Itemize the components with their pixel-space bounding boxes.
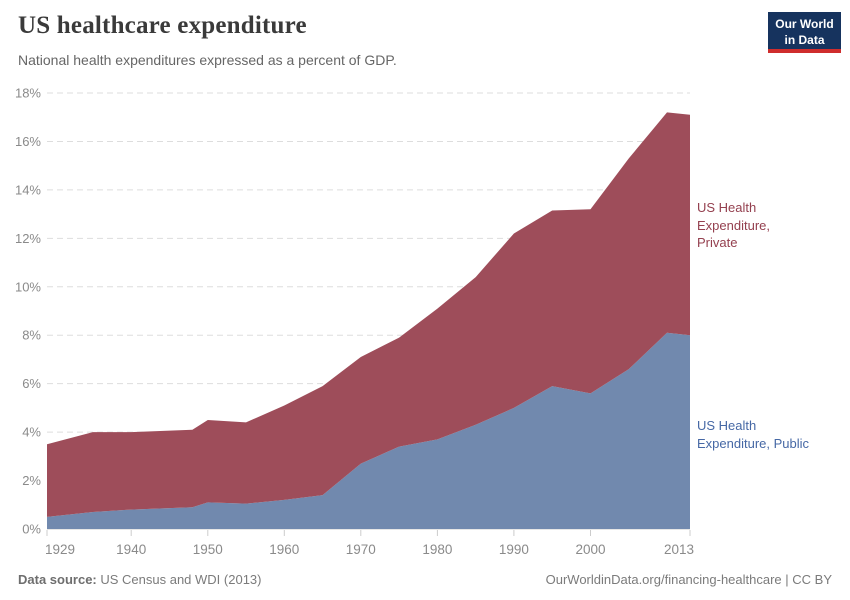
y-tick-label: 0%: [22, 522, 41, 537]
owid-logo-line2: in Data: [784, 32, 825, 47]
chart-subtitle: National health expenditures expressed a…: [18, 52, 397, 68]
chart-footer: Data source: US Census and WDI (2013) Ou…: [18, 572, 832, 587]
page-title: US healthcare expenditure: [18, 12, 307, 39]
y-tick-label: 8%: [22, 328, 41, 343]
x-tick-label: 2000: [575, 542, 605, 557]
data-source-label: Data source:: [18, 572, 97, 587]
area-series-private[interactable]: [47, 112, 690, 517]
x-tick-label: 1929: [45, 542, 75, 557]
x-tick-label: 1980: [422, 542, 452, 557]
x-tick-label: 1950: [193, 542, 223, 557]
license-link[interactable]: OurWorldinData.org/financing-healthcare …: [545, 572, 832, 587]
y-tick-label: 16%: [15, 134, 41, 149]
x-tick-label: 1990: [499, 542, 529, 557]
y-tick-label: 18%: [15, 86, 41, 101]
y-tick-label: 10%: [15, 279, 41, 294]
data-source-note: Data source: US Census and WDI (2013): [18, 572, 261, 587]
y-tick-label: 6%: [22, 376, 41, 391]
x-tick-label: 1960: [269, 542, 299, 557]
series-label-private: US Health Expenditure, Private: [697, 200, 770, 251]
owid-logo-line1: Our World: [775, 17, 834, 31]
x-tick-label: 1940: [116, 542, 146, 557]
x-tick-label: 1970: [346, 542, 376, 557]
y-tick-label: 12%: [15, 231, 41, 246]
data-source-value: US Census and WDI (2013): [96, 572, 262, 587]
x-tick-label: 2013: [664, 542, 694, 557]
area-series-public[interactable]: [47, 332, 690, 529]
y-tick-label: 2%: [22, 473, 41, 488]
y-tick-label: 14%: [15, 182, 41, 197]
owid-logo[interactable]: Our World in Data: [768, 12, 841, 53]
y-tick-label: 4%: [22, 425, 41, 440]
series-label-public: US Health Expenditure, Public: [697, 418, 810, 451]
